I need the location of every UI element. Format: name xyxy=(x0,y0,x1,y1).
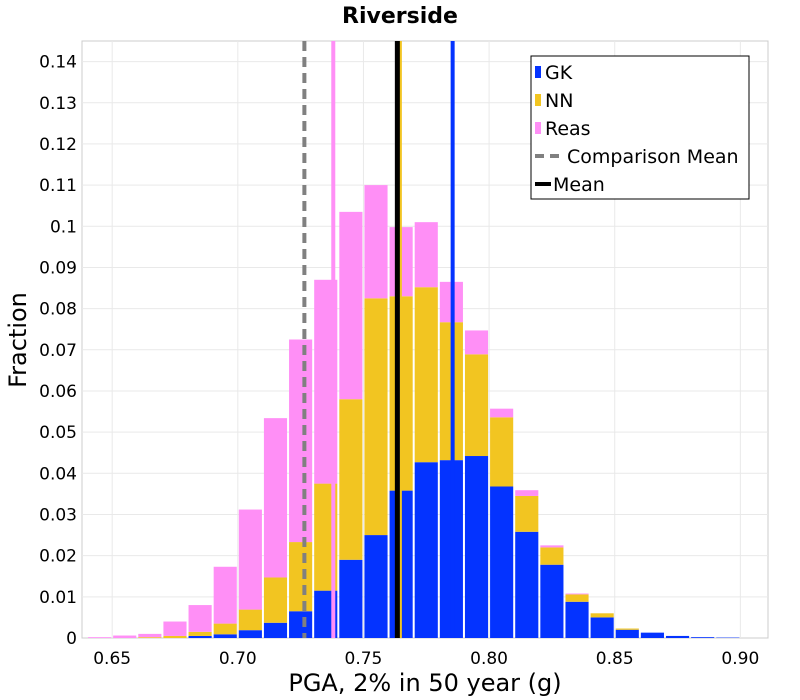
bar-gk xyxy=(590,617,614,638)
bar-nn xyxy=(263,577,288,623)
bar-nn xyxy=(364,298,388,536)
bar-nn xyxy=(540,547,564,565)
bar-gk xyxy=(188,635,212,638)
bar-gk xyxy=(213,634,237,638)
bar-reas xyxy=(238,509,262,610)
x-tick-label: 0.70 xyxy=(219,649,257,669)
x-tick-label: 0.65 xyxy=(93,649,131,669)
legend-swatch-reas xyxy=(535,122,541,134)
x-tick-label: 0.80 xyxy=(470,649,508,669)
bar-nn xyxy=(414,287,438,463)
bar-gk xyxy=(691,637,715,638)
bar-reas xyxy=(464,330,489,355)
x-tick-label: 0.85 xyxy=(596,649,634,669)
legend-label: Mean xyxy=(553,174,605,196)
legend-frame xyxy=(530,55,750,200)
y-tick-label: 0 xyxy=(66,629,77,649)
bar-gk xyxy=(615,629,639,638)
y-tick-label: 0.1 xyxy=(50,217,77,237)
bar-reas xyxy=(565,593,589,595)
bar-reas xyxy=(490,408,514,418)
y-tick-label: 0.12 xyxy=(39,135,77,155)
y-tick-label: 0.03 xyxy=(39,505,77,525)
y-tick-label: 0.11 xyxy=(39,176,77,196)
bar-gk xyxy=(263,622,288,638)
y-tick-label: 0.05 xyxy=(39,423,77,443)
legend-label: Comparison Mean xyxy=(567,146,739,168)
bar-nn xyxy=(565,594,589,602)
bar-gk xyxy=(540,564,564,638)
x-axis: 0.65 0.70 0.75 0.80 0.85 0.90 xyxy=(93,649,759,669)
bar-nn xyxy=(188,631,212,636)
bars xyxy=(88,185,740,638)
bar-gk xyxy=(640,632,664,638)
legend-label: Reas xyxy=(545,118,591,140)
legend-swatch-gk xyxy=(535,66,541,78)
bar-gk xyxy=(665,635,690,638)
bar-reas xyxy=(213,566,237,624)
y-tick-label: 0.09 xyxy=(39,258,77,278)
bar-nn xyxy=(490,417,514,487)
bar-gk xyxy=(414,462,438,638)
bar-nn xyxy=(339,399,363,560)
bar-reas xyxy=(414,222,438,288)
bar-gk xyxy=(464,456,489,638)
bar-reas xyxy=(113,635,137,638)
bar-gk xyxy=(364,535,388,638)
bar-nn xyxy=(515,495,539,532)
y-tick-label: 0.07 xyxy=(39,341,77,361)
bar-gk xyxy=(289,611,313,638)
y-tick-label: 0.01 xyxy=(39,588,77,608)
bar-nn xyxy=(289,542,313,612)
y-axis-title: Fraction xyxy=(4,292,32,388)
bar-reas xyxy=(138,633,162,638)
bar-reas xyxy=(163,621,187,636)
bar-reas xyxy=(515,490,539,496)
bar-nn xyxy=(213,623,237,635)
bar-reas xyxy=(339,211,363,400)
x-tick-label: 0.75 xyxy=(345,649,383,669)
legend-label: GK xyxy=(545,62,573,84)
y-tick-label: 0.14 xyxy=(39,53,77,73)
y-tick-label: 0.06 xyxy=(39,382,77,402)
y-tick-label: 0.08 xyxy=(39,300,77,320)
bar-nn xyxy=(615,628,639,630)
bar-gk xyxy=(515,531,539,638)
bar-gk xyxy=(238,630,262,638)
bar-gk xyxy=(490,486,514,638)
bar-nn xyxy=(238,609,262,631)
bar-gk xyxy=(565,601,589,638)
bar-nn xyxy=(464,354,489,457)
chart-title: Riverside xyxy=(342,4,458,29)
bar-reas xyxy=(364,185,388,299)
bar-nn xyxy=(590,613,614,618)
y-tick-label: 0.02 xyxy=(39,547,77,567)
bar-nn xyxy=(163,635,187,638)
y-axis: 0 0.01 0.02 0.03 0.04 0.05 0.06 0.07 0.08 0.09 0.1… xyxy=(39,53,77,649)
bar-nn xyxy=(138,637,162,638)
y-tick-label: 0.04 xyxy=(39,464,77,484)
bar-reas xyxy=(263,418,288,578)
mean-lines xyxy=(302,41,455,638)
x-tick-label: 0.90 xyxy=(721,649,759,669)
legend: GK NN Reas Comparison Mean Mean xyxy=(530,55,750,200)
legend-swatch-nn xyxy=(535,94,541,106)
bar-gk xyxy=(339,559,363,638)
legend-label: NN xyxy=(545,90,573,112)
y-tick-label: 0.13 xyxy=(39,94,77,114)
bar-reas xyxy=(540,545,564,548)
bar-reas xyxy=(289,339,313,543)
bar-reas xyxy=(188,605,212,632)
bar-reas xyxy=(88,637,112,638)
x-axis-title: PGA, 2% in 50 year (g) xyxy=(288,669,561,697)
